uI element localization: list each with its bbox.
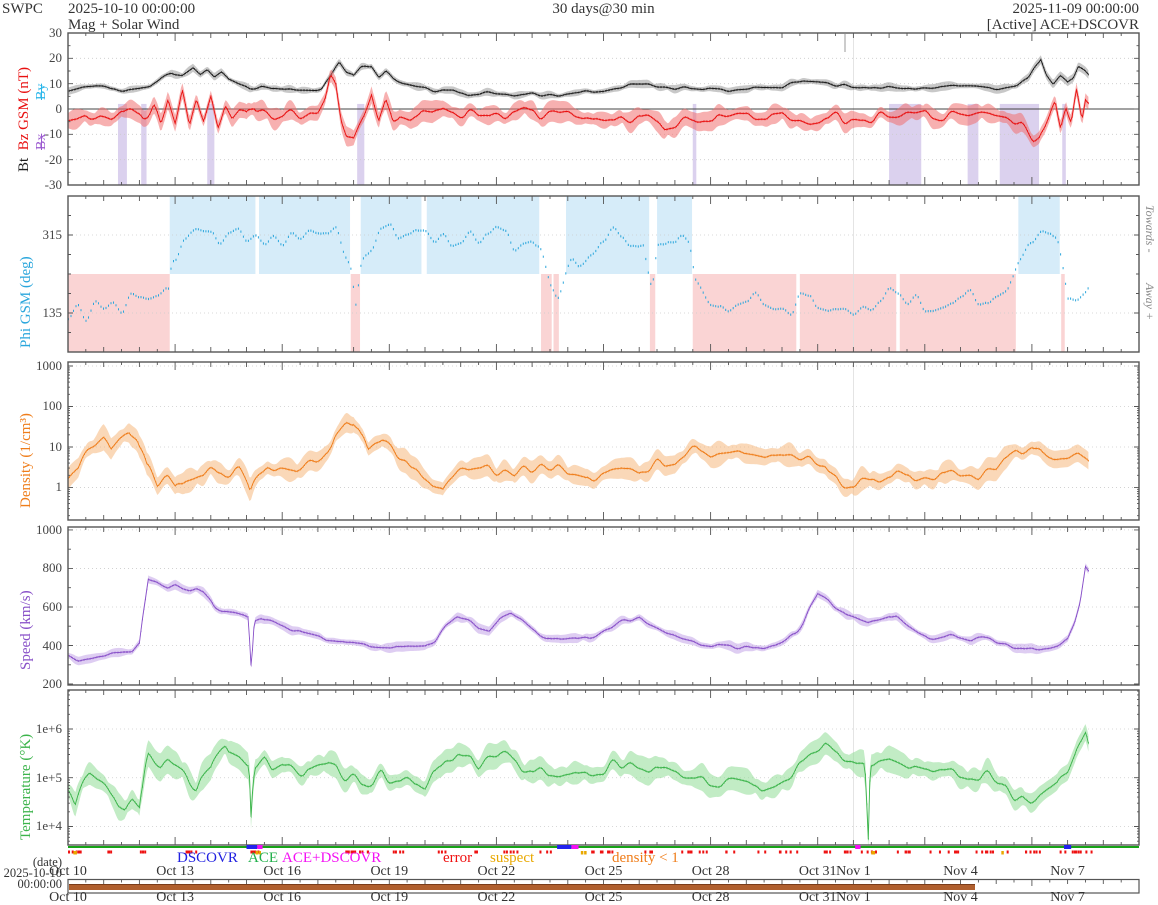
legend-ace-dscovr: ACE+DSCOVR xyxy=(282,850,382,866)
phi-sector-away xyxy=(899,274,1016,352)
ytick-speed-200: 200 xyxy=(42,676,63,692)
bz-event-band xyxy=(692,103,697,185)
ytick-speed-600: 600 xyxy=(42,598,63,614)
phi-sector-away xyxy=(1061,274,1065,352)
source-segment-DSCOVR xyxy=(557,845,572,849)
date-label-row1-oct-22: Oct 22 xyxy=(477,864,516,879)
phi-sector-away xyxy=(68,274,170,352)
date-label-row1-nov-4: Nov 4 xyxy=(943,864,978,879)
data-source-status: [Active] ACE+DSCOVR xyxy=(986,17,1139,33)
phi-sector-toward xyxy=(566,196,650,274)
date-label-row2-oct-13: Oct 13 xyxy=(156,890,194,905)
temperature-error-band xyxy=(68,724,1089,845)
panel-mag xyxy=(67,32,1140,186)
source-segment-ACE+DSCOVR xyxy=(855,845,861,849)
legend-density-1: density < 1 xyxy=(612,850,679,866)
bz-event-band xyxy=(117,103,127,185)
phi-sector-away xyxy=(350,274,361,352)
date-label-row2-oct-10: Oct 10 xyxy=(49,890,87,905)
bz-event-band xyxy=(141,103,147,185)
date-label-row2-oct-16: Oct 16 xyxy=(263,890,302,905)
panel-speed xyxy=(67,526,1140,686)
time-range-scrollbar[interactable] xyxy=(68,884,976,890)
date-label-row2-oct-31: Oct 31 xyxy=(798,890,837,905)
source-segment-ACE+DSCOVR xyxy=(257,845,263,849)
date-label-row1-nov-1: Nov 1 xyxy=(836,864,871,879)
range-end-time: 2025-11-09 00:00:00 xyxy=(1012,1,1139,17)
bt-error-band xyxy=(68,55,1089,100)
away-sector-label: Away + xyxy=(1143,283,1157,321)
ytick-density-100: 100 xyxy=(42,398,63,414)
legend-dscovr: DSCOVR xyxy=(177,850,238,866)
app-title: SWPC xyxy=(2,1,43,17)
panel-temperature xyxy=(67,689,1140,846)
date-label-row1-oct-19: Oct 19 xyxy=(370,864,409,879)
date-axis-caption: (date) xyxy=(32,855,62,869)
legend-error: error xyxy=(443,850,473,866)
date-label-row2-nov-1: Nov 1 xyxy=(836,890,871,905)
ytick-temperature-1e+4: 1e+4 xyxy=(35,818,62,834)
date-label-row2-nov-4: Nov 4 xyxy=(943,890,978,905)
bz-event-band xyxy=(1062,103,1066,185)
ytick-speed-400: 400 xyxy=(42,637,63,653)
ytick-mag--30: -30 xyxy=(44,177,62,192)
date-label-row1-oct-25: Oct 25 xyxy=(584,864,623,879)
range-duration-label: 30 days@30 min xyxy=(552,1,655,17)
date-label-row1-oct-31: Oct 31 xyxy=(798,864,837,879)
ytick-density-1000: 1000 xyxy=(36,358,62,373)
ytick-mag-0: 0 xyxy=(55,101,63,116)
panel-phi xyxy=(67,195,1140,353)
panel-density xyxy=(67,361,1140,521)
phi-sector-toward xyxy=(657,196,693,274)
date-label-row1-oct-28: Oct 28 xyxy=(691,864,730,879)
phi-axis-title: Phi GSM (deg) xyxy=(18,256,34,348)
ytick-temperature-1e+6: 1e+6 xyxy=(35,720,62,736)
date-label-row2-nov-7: Nov 7 xyxy=(1050,890,1085,905)
mode-label: Mag + Solar Wind xyxy=(68,17,180,33)
date-label-row2-oct-25: Oct 25 xyxy=(584,890,623,905)
bz-event-band xyxy=(357,103,365,185)
date-label-row2-oct-19: Oct 19 xyxy=(370,890,409,905)
speed-markers xyxy=(68,565,1089,667)
ytick-speed-1000: 1000 xyxy=(36,521,62,537)
ytick-phi-135: 135 xyxy=(42,305,63,320)
status-strip xyxy=(68,845,1139,855)
footer-start-date: 2025-10-10 xyxy=(3,866,62,880)
date-label-row2-oct-28: Oct 28 xyxy=(691,890,730,905)
legend-ace: ACE xyxy=(248,850,278,866)
ytick-mag--20: -20 xyxy=(44,151,62,167)
ytick-phi-315: 315 xyxy=(42,227,63,242)
ytick-density-1: 1 xyxy=(55,479,63,495)
date-label-row1-nov-7: Nov 7 xyxy=(1050,864,1085,879)
ytick-mag-30: 30 xyxy=(49,25,62,40)
bz-event-band xyxy=(967,103,979,185)
bz-event-band xyxy=(207,103,215,185)
speed-error-band xyxy=(68,563,1089,669)
mini-timeline-axis xyxy=(67,878,1140,894)
phi-sector-away xyxy=(541,274,552,352)
ytick-density-10: 10 xyxy=(49,438,62,454)
footer-start-time: 00:00:00 xyxy=(17,877,62,891)
legend-suspect: suspect xyxy=(490,850,535,866)
ytick-speed-800: 800 xyxy=(42,560,63,576)
ytick-temperature-1e+5: 1e+5 xyxy=(35,769,62,785)
phi-sector-toward xyxy=(360,196,422,274)
date-label-row1-oct-13: Oct 13 xyxy=(156,864,194,879)
ytick-mag--10: -10 xyxy=(44,126,62,142)
date-label-row1-oct-10: Oct 10 xyxy=(49,864,87,879)
date-label-row1-oct-16: Oct 16 xyxy=(263,864,302,879)
speed-trace xyxy=(68,565,1089,666)
towards-sector-label: Towards - xyxy=(1143,205,1157,253)
source-segment-ACE+DSCOVR xyxy=(571,845,579,849)
source-segment-DSCOVR xyxy=(246,845,258,849)
range-start-time: 2025-10-10 00:00:00 xyxy=(68,1,196,17)
ytick-mag-10: 10 xyxy=(49,75,62,91)
density-error-band xyxy=(68,413,1089,501)
date-label-row2-oct-22: Oct 22 xyxy=(477,890,516,905)
source-segment-DSCOVR xyxy=(1064,845,1072,849)
bz-error-band xyxy=(68,69,1089,148)
ytick-mag-20: 20 xyxy=(49,50,62,66)
